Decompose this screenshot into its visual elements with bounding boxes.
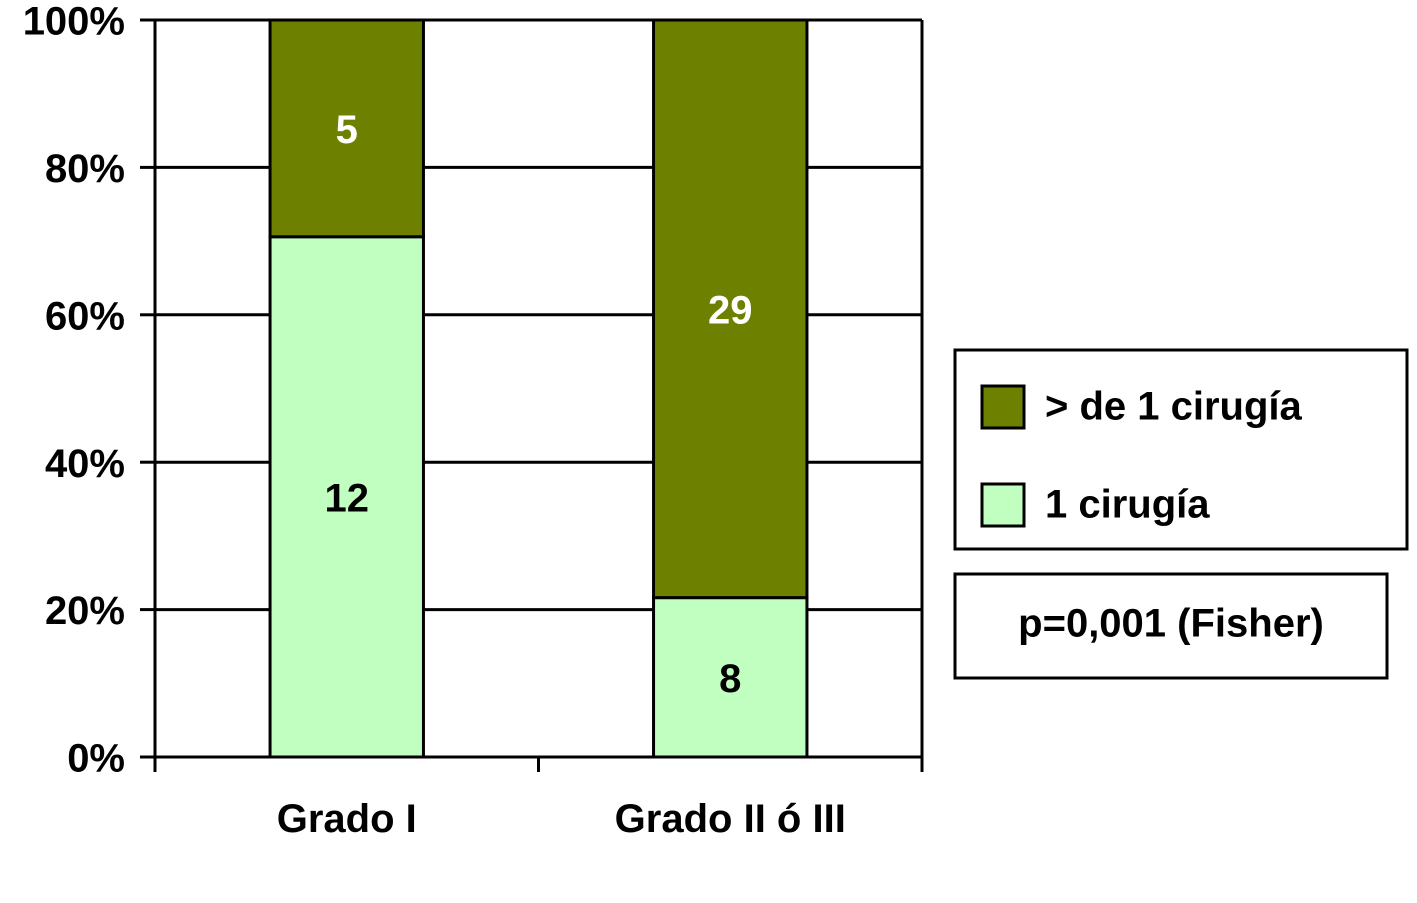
y-tick-label: 0% (67, 737, 125, 781)
legend-label: > de 1 cirugía (1045, 385, 1303, 429)
legend-swatch (980, 384, 1026, 430)
y-tick-label: 60% (45, 294, 125, 338)
x-tick-label: Grado II ó III (614, 797, 846, 841)
bar-segment (652, 18, 809, 600)
annotation-box (953, 572, 1389, 680)
y-tick-label: 20% (45, 589, 125, 633)
data-label: 12 (325, 476, 370, 520)
legend-box (953, 348, 1409, 551)
x-tick-label: Grado I (276, 797, 417, 841)
legend-label: 1 cirugía (1045, 483, 1210, 527)
annotation: p=0,001 (Fisher) (1018, 602, 1324, 646)
bar-segment (268, 18, 425, 239)
y-tick-label: 100% (23, 0, 125, 44)
data-label: 5 (336, 108, 358, 152)
data-label: 29 (708, 288, 753, 332)
y-tick-label: 80% (45, 147, 125, 191)
legend-swatch (980, 482, 1026, 528)
y-tick-label: 40% (45, 442, 125, 486)
data-label: 8 (719, 657, 741, 701)
